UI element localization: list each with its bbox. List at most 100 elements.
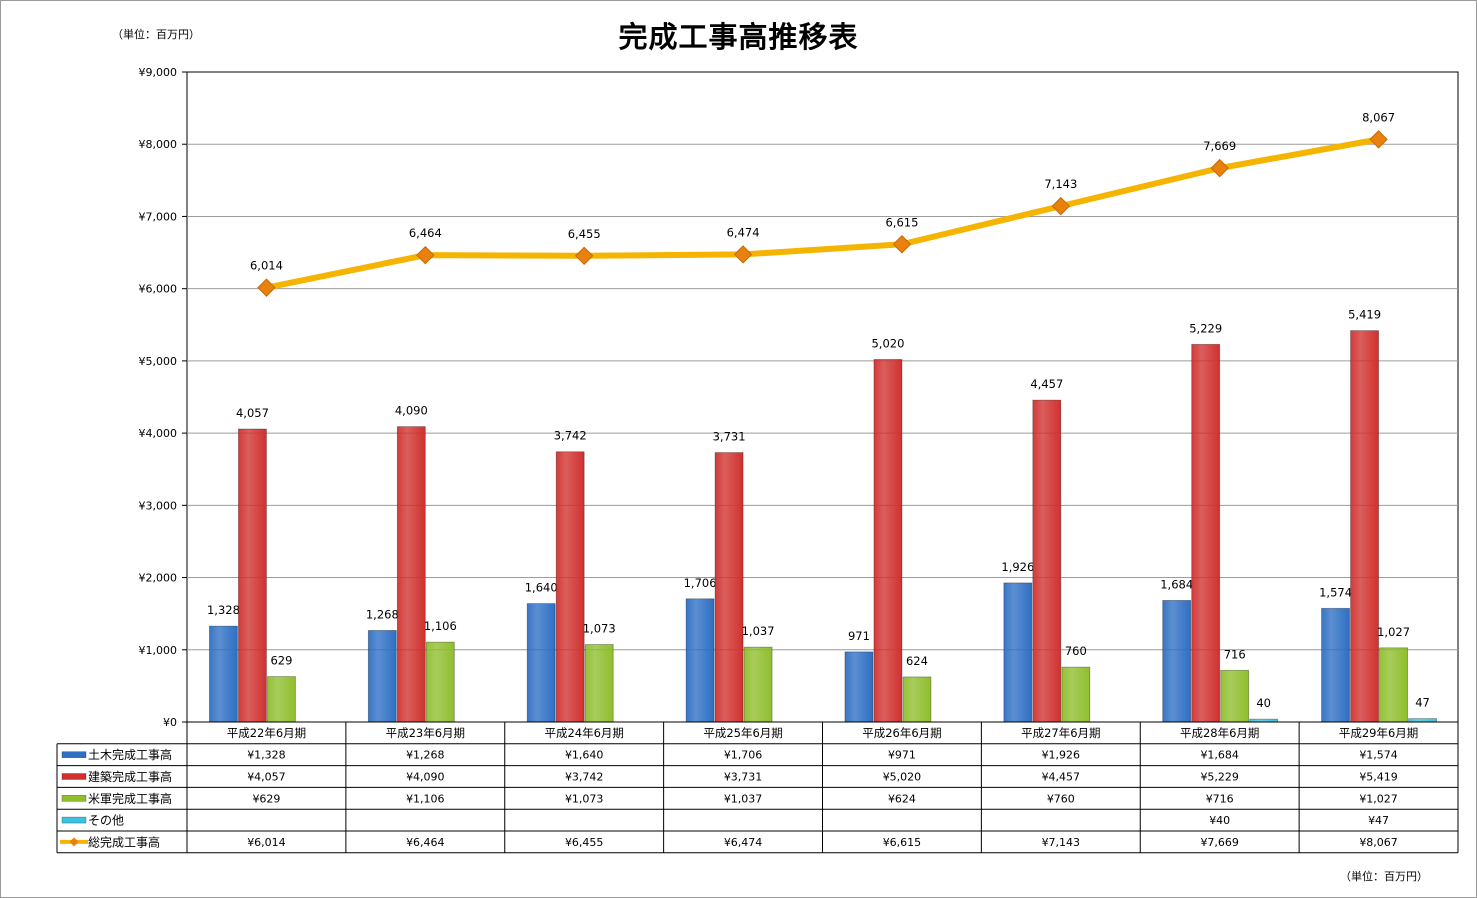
table-cell-civil: ¥971 <box>888 749 916 762</box>
data-label-civil: 1,268 <box>366 607 399 621</box>
legend-name-other: その他 <box>88 814 124 828</box>
bar-building <box>714 452 744 723</box>
legend-key-other <box>61 816 87 824</box>
data-label-civil: 971 <box>848 629 870 643</box>
bar-other <box>1408 718 1437 723</box>
table-cell-civil: ¥1,640 <box>565 749 604 762</box>
table-cell-civil: ¥1,926 <box>1042 749 1081 762</box>
plot-area <box>186 71 1459 723</box>
data-label-civil: 1,684 <box>1160 577 1193 591</box>
total-marker <box>1051 196 1071 216</box>
unit-label-bottom: （単位：百万円） <box>1340 870 1428 883</box>
table-cell-usmil: ¥629 <box>252 792 280 805</box>
table-cell-usmil: ¥1,073 <box>565 792 604 805</box>
category-label: 平成25年6月期 <box>703 726 782 740</box>
table-cell-total: ¥8,067 <box>1359 836 1398 849</box>
data-label-usmil: 1,027 <box>1377 625 1410 639</box>
table-cell-usmil: ¥716 <box>1206 792 1234 805</box>
bar-civil <box>1003 582 1033 723</box>
bar-building <box>1032 399 1062 723</box>
data-label-usmil: 624 <box>906 654 928 668</box>
data-label-civil: 1,574 <box>1319 585 1352 599</box>
legend-name-usmil: 米軍完成工事高 <box>88 791 172 806</box>
y-tick-label: ¥3,000 <box>139 499 178 512</box>
table-cell-total: ¥7,669 <box>1200 836 1239 849</box>
bar-civil <box>367 630 397 723</box>
table-cell-usmil: ¥760 <box>1047 792 1075 805</box>
data-label-building: 3,742 <box>554 429 587 443</box>
category-label: 平成22年6月期 <box>227 726 306 740</box>
data-label-usmil: 760 <box>1065 644 1087 658</box>
bar-usmil <box>743 646 773 723</box>
table-cell-building: ¥5,419 <box>1359 771 1398 784</box>
table-cell-building: ¥3,742 <box>565 771 604 784</box>
bar-building <box>396 426 426 723</box>
table-cell-usmil: ¥1,037 <box>724 792 763 805</box>
total-marker <box>1369 130 1388 149</box>
bar-building <box>555 451 585 723</box>
chart-title: 完成工事高推移表 <box>618 20 859 54</box>
table-cell-building: ¥5,020 <box>883 771 922 784</box>
data-label-building: 4,057 <box>236 406 269 420</box>
bar-building <box>238 428 267 723</box>
data-label-usmil: 629 <box>270 654 292 668</box>
table-cell-civil: ¥1,684 <box>1200 749 1239 762</box>
bar-civil <box>1321 607 1350 723</box>
total-marker <box>416 245 435 265</box>
bar-usmil <box>1220 669 1250 723</box>
y-tick-label: ¥1,000 <box>139 644 178 657</box>
table-cell-other: ¥40 <box>1209 814 1230 827</box>
data-label-building: 5,229 <box>1189 321 1222 335</box>
bar-civil <box>844 651 874 723</box>
y-tick-label: ¥6,000 <box>139 283 178 296</box>
bar-usmil <box>425 641 455 723</box>
table-cell-building: ¥4,457 <box>1042 771 1081 784</box>
legend-name-civil: 土木完成工事高 <box>88 747 172 762</box>
data-label-total: 7,143 <box>1044 177 1077 191</box>
table-cell-civil: ¥1,574 <box>1359 749 1398 762</box>
bar-usmil <box>1379 647 1408 723</box>
category-label: 平成28年6月期 <box>1180 726 1259 740</box>
legend-key-civil <box>61 751 87 759</box>
category-label: 平成23年6月期 <box>386 726 465 740</box>
table-cell-total: ¥6,014 <box>247 836 286 849</box>
data-label-total: 7,669 <box>1203 139 1236 153</box>
bar-building <box>1191 343 1221 723</box>
table-cell-total: ¥6,474 <box>724 836 763 849</box>
data-label-civil: 1,706 <box>684 576 717 590</box>
table-cell-total: ¥6,455 <box>565 836 604 849</box>
unit-label-top: （単位：百万円） <box>112 28 200 41</box>
table-cell-usmil: ¥1,106 <box>406 792 445 805</box>
table-cell-total: ¥6,615 <box>883 836 922 849</box>
table-cell-building: ¥4,090 <box>406 771 445 784</box>
total-marker <box>892 235 912 254</box>
data-label-civil: 1,640 <box>525 581 558 595</box>
y-tick-label: ¥2,000 <box>139 572 178 585</box>
bar-civil <box>1162 599 1192 723</box>
total-marker <box>257 278 276 297</box>
total-marker <box>1210 158 1229 178</box>
data-label-other: 40 <box>1256 696 1271 710</box>
data-label-total: 6,615 <box>885 215 918 229</box>
data-label-civil: 1,926 <box>1001 560 1034 574</box>
legend-key-building <box>61 773 87 780</box>
bar-building <box>873 359 903 723</box>
bar-civil <box>685 598 715 723</box>
category-label: 平成27年6月期 <box>1021 726 1100 740</box>
table-cell-total: ¥6,464 <box>406 836 445 849</box>
y-tick-label: ¥5,000 <box>139 355 178 368</box>
data-label-building: 5,419 <box>1348 308 1381 322</box>
table-cell-usmil: ¥624 <box>888 792 916 805</box>
bar-civil <box>209 625 238 723</box>
table-cell-civil: ¥1,706 <box>724 749 763 762</box>
legend-name-building: 建築完成工事高 <box>88 769 172 784</box>
total-marker <box>733 245 753 264</box>
legend-name-total: 総完成工事高 <box>88 834 160 849</box>
table-cell-building: ¥5,229 <box>1200 771 1239 784</box>
legend-key-usmil <box>61 794 87 802</box>
data-label-usmil: 1,106 <box>424 619 457 633</box>
bar-civil <box>526 603 556 723</box>
y-tick-label: ¥7,000 <box>139 210 178 223</box>
data-label-building: 5,020 <box>871 336 904 350</box>
